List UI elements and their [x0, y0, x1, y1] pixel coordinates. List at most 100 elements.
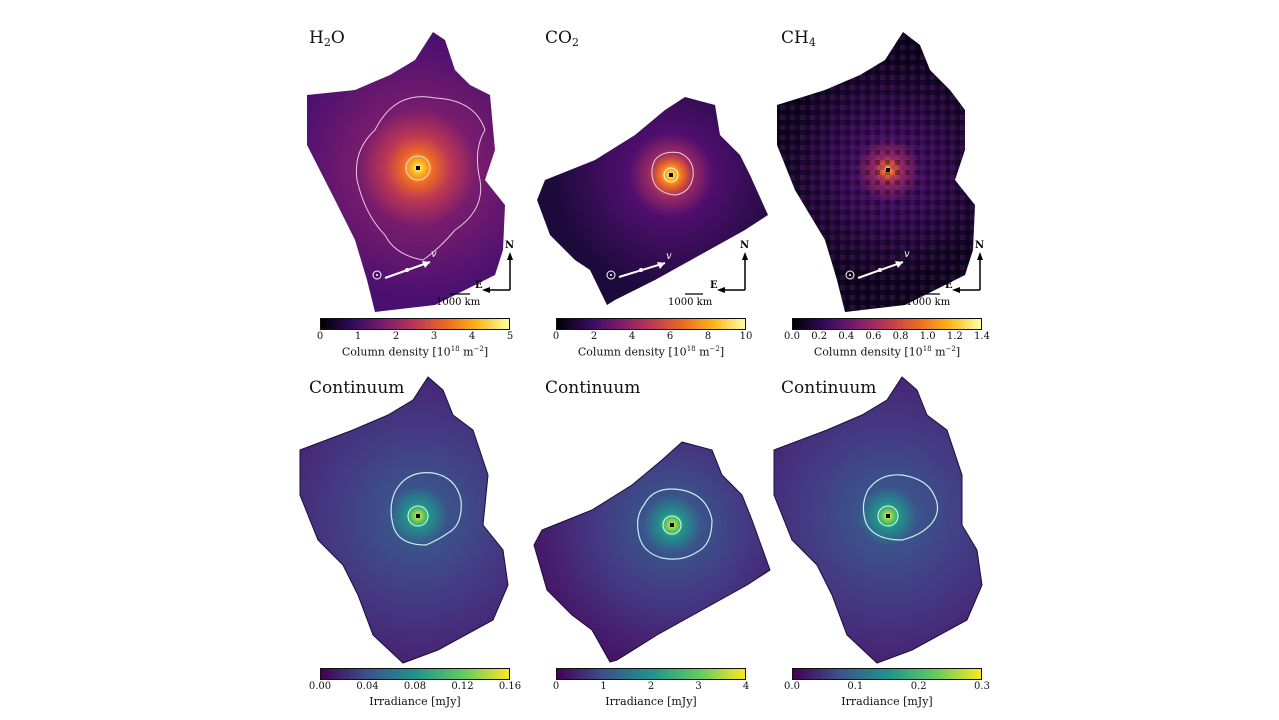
continuum-footprint [533, 441, 771, 663]
tick-label: 0.3 [974, 681, 990, 692]
continuum-map [299, 376, 509, 664]
tick-label: 1.4 [974, 331, 990, 342]
tick-label: 0.0 [784, 681, 800, 692]
tick-label: 0.4 [838, 331, 855, 342]
tick-label: 0.1 [847, 681, 864, 692]
nucleus-marker [416, 514, 420, 518]
colorbar-ticks: 0.00 0.04 0.08 0.12 0.16 [309, 681, 521, 695]
continuum-footprint [773, 376, 983, 664]
continuum-footprint [299, 376, 509, 664]
colorbar [556, 318, 746, 330]
tick-label: 0.16 [498, 681, 522, 692]
tick-label: 0.2 [811, 331, 828, 342]
colorbar [320, 318, 510, 330]
nucleus-marker [886, 168, 890, 172]
sun-icon [606, 270, 616, 280]
h2o-contour-outer [355, 96, 486, 261]
nucleus-marker [416, 166, 420, 170]
tick-label: 0.08 [403, 681, 427, 692]
tick-label: 0 [552, 331, 560, 342]
colorbar-ticks: 0.0 0.2 0.4 0.6 0.8 1.0 1.2 1.4 [784, 331, 990, 345]
colorbar [556, 668, 746, 680]
colorbar-label: Column density [1018 m−2] [341, 345, 489, 359]
tick-label: 0.6 [865, 331, 882, 342]
sun-icon [845, 270, 855, 280]
continuum-map [533, 441, 771, 663]
scale-label: 1000 km [906, 297, 951, 308]
continuum-map [773, 376, 983, 664]
tick-label: 5 [506, 331, 514, 342]
east-label: E [475, 280, 483, 291]
tick-label: 1.2 [946, 331, 963, 342]
panel-title: CH4 [781, 28, 816, 49]
colorbar-ticks: 0 2 4 6 8 10 [552, 331, 753, 345]
colorbar-ticks: 0 1 2 3 4 5 [316, 331, 514, 345]
co2-contour-inner [663, 167, 679, 183]
h2o-contour-inner [405, 155, 431, 181]
scale-label: 1000 km [668, 297, 713, 308]
tick-label: 0.8 [892, 331, 909, 342]
co2-map: v N E 1000 km [537, 97, 768, 308]
velocity-label: v [904, 249, 910, 260]
east-label: E [710, 280, 718, 291]
tick-label: 0 [316, 331, 324, 342]
nucleus-marker [670, 523, 674, 527]
h2o-map: v N E 1000 km [307, 32, 514, 312]
nucleus-marker [669, 173, 673, 177]
tick-label: 3 [695, 681, 702, 692]
colorbar-label: Column density [1018 m−2] [577, 345, 725, 359]
tick-label: 0.0 [784, 331, 800, 342]
continuum-contour-inner [877, 505, 899, 527]
tick-label: 1 [600, 681, 607, 692]
continuum-contour-outer [862, 474, 939, 541]
ch4-map: v N E 1000 km [777, 32, 984, 312]
co2-footprint [537, 97, 768, 305]
colorbar [320, 668, 510, 680]
tick-label: 0.12 [451, 681, 474, 692]
panel-title: CO2 [545, 28, 579, 49]
north-label: N [505, 240, 514, 251]
tick-label: 3 [430, 331, 438, 342]
colorbar-ticks: 0.0 0.1 0.2 0.3 [784, 681, 990, 695]
colorbar [792, 668, 982, 680]
scale-label: 1000 km [436, 297, 481, 308]
velocity-label: v [431, 249, 437, 260]
colorbar-label: Irradiance [mJy] [369, 695, 461, 708]
north-label: N [975, 240, 984, 251]
nucleus-marker [886, 514, 890, 518]
tick-label: 4 [468, 331, 476, 342]
ch4-noise [777, 32, 975, 312]
sun-icon [372, 270, 382, 280]
tick-label: 6 [666, 331, 674, 342]
tick-label: 0.00 [308, 681, 332, 692]
continuum-contour-inner [662, 515, 682, 535]
colorbar-label: Irradiance [mJy] [841, 695, 933, 708]
velocity-label: v [666, 251, 672, 262]
tick-label: 1.0 [919, 331, 936, 342]
tick-label: 0.04 [356, 681, 379, 692]
panel-title: Continuum [781, 378, 877, 398]
tick-label: 0.2 [910, 681, 927, 692]
h2o-footprint [307, 32, 505, 312]
tick-label: 1 [354, 331, 362, 342]
tick-label: 2 [647, 681, 655, 692]
colorbar-label: Irradiance [mJy] [605, 695, 697, 708]
tick-label: 4 [628, 331, 636, 342]
panel-title: Continuum [545, 378, 641, 398]
tick-label: 8 [704, 331, 712, 342]
tick-label: 4 [742, 681, 750, 692]
colorbar [792, 318, 982, 330]
north-label: N [740, 240, 749, 251]
continuum-contour-outer [637, 488, 713, 560]
tick-label: 10 [739, 331, 753, 342]
tick-label: 2 [590, 331, 598, 342]
panel-title: H2O [309, 28, 345, 49]
panel-title: Continuum [309, 378, 405, 398]
continuum-contour-inner [407, 505, 429, 527]
colorbar-label: Column density [1018 m−2] [813, 345, 961, 359]
tick-label: 2 [392, 331, 400, 342]
tick-label: 0 [552, 681, 560, 692]
continuum-contour-outer [390, 472, 462, 546]
colorbar-ticks: 0 1 2 3 4 [552, 681, 750, 695]
east-label: E [945, 280, 953, 291]
